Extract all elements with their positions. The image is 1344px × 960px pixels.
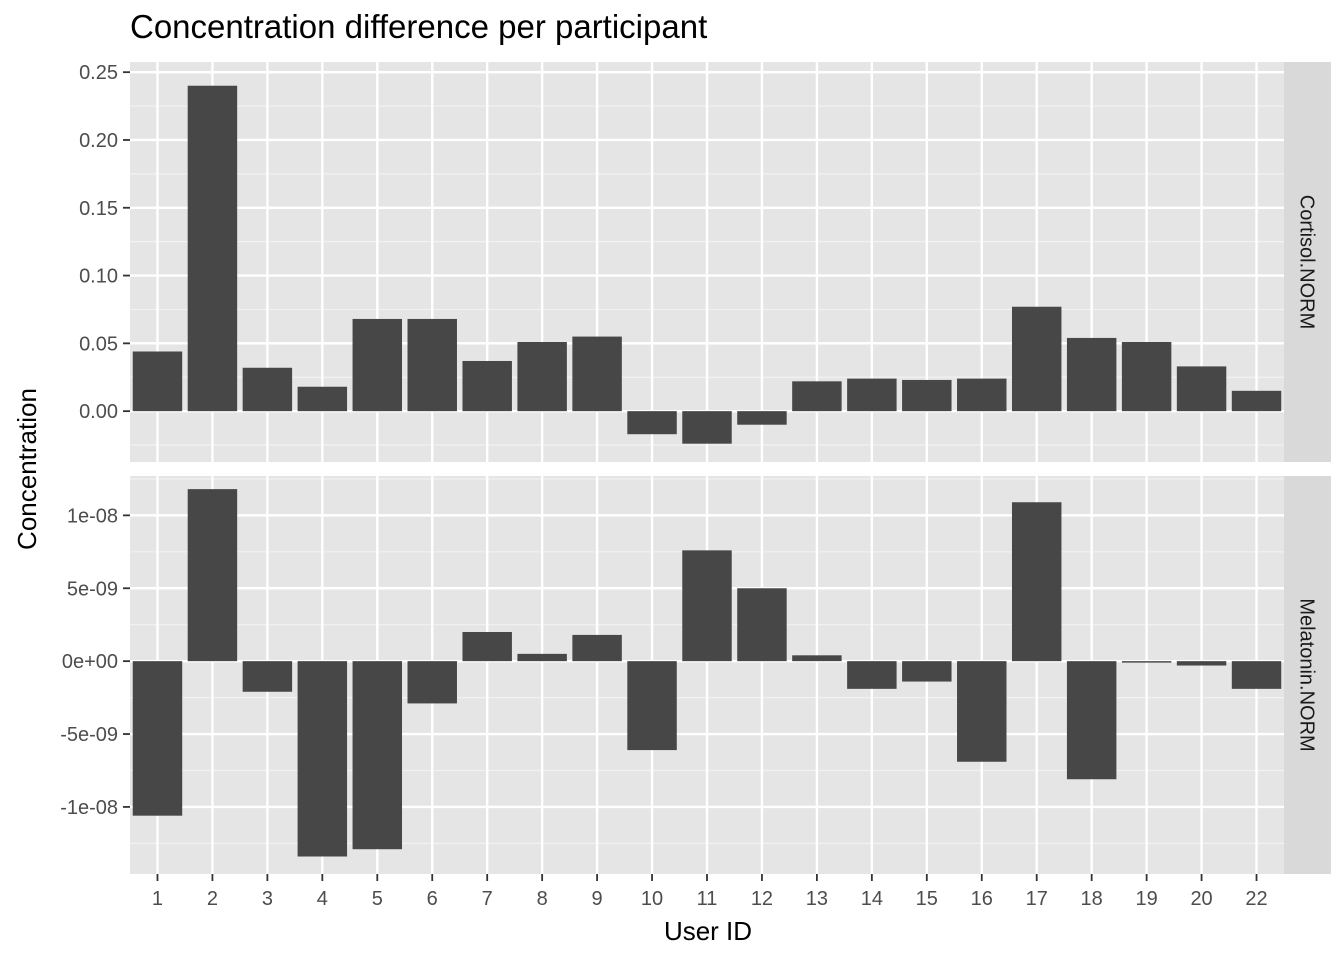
bar-user-10 (627, 411, 677, 435)
bar-user-6 (407, 661, 457, 704)
x-axis-title: User ID (664, 916, 752, 946)
bar-user-14 (847, 378, 897, 412)
bar-user-9 (572, 336, 622, 412)
bar-user-15 (902, 661, 952, 682)
y-tick-label: 0.15 (79, 198, 118, 220)
bar-user-8 (517, 653, 567, 662)
bar-user-19 (1121, 661, 1172, 663)
bar-user-4 (297, 386, 348, 412)
x-tick-label: 11 (697, 888, 718, 910)
bar-user-12 (737, 588, 787, 662)
bar-user-5 (352, 661, 403, 850)
bar-user-11 (682, 550, 732, 662)
x-tick-label: 13 (806, 888, 828, 910)
bar-user-2 (187, 489, 238, 662)
chart-title: Concentration difference per participant (130, 8, 707, 45)
bar-user-3 (242, 661, 293, 692)
x-tick-label: 19 (1135, 888, 1157, 910)
y-tick-label: -1e-08 (60, 797, 118, 819)
y-tick-label: 1e-08 (67, 505, 118, 527)
bar-user-17 (1011, 306, 1062, 412)
facet-panel-1: 0.00 0.05 0.10 0.15 0.20 0.25 Cortisol.NORM (79, 62, 1331, 462)
y-tick-label: 0.10 (79, 266, 118, 288)
x-axis: 1 2 3 4 5 6 7 8 9 10 11 12 13 14 15 16 17 18 19 20 22 (152, 874, 1268, 910)
x-tick-label: 8 (537, 888, 548, 910)
y-tick-label: 5e-09 (67, 578, 118, 600)
bar-user-13 (792, 655, 842, 662)
bar-user-14 (847, 661, 897, 689)
y-tick-label: 0.05 (79, 333, 118, 355)
bar-user-18 (1066, 337, 1117, 412)
x-tick-label: 22 (1245, 888, 1267, 910)
x-tick-label: 12 (751, 888, 773, 910)
facet-strip (1284, 62, 1331, 462)
bar-user-6 (407, 318, 457, 412)
bar-user-17 (1011, 502, 1062, 662)
bar-user-5 (352, 318, 403, 412)
x-tick-label: 4 (317, 888, 328, 910)
x-tick-label: 2 (207, 888, 218, 910)
bar-user-4 (297, 661, 348, 857)
bar-user-1 (132, 351, 183, 412)
facet-strip (1284, 476, 1331, 874)
bar-user-11 (682, 411, 732, 444)
bar-user-20 (1176, 661, 1227, 666)
bar-user-2 (187, 85, 238, 412)
x-tick-label: 18 (1081, 888, 1103, 910)
y-tick-label: 0.20 (79, 130, 118, 152)
x-tick-label: 6 (427, 888, 438, 910)
x-tick-label: 17 (1026, 888, 1048, 910)
bar-user-16 (957, 378, 1007, 412)
y-tick-label: 0.00 (79, 401, 118, 423)
x-tick-label: 15 (916, 888, 938, 910)
bar-user-13 (792, 381, 842, 412)
bar-user-22 (1231, 390, 1282, 412)
x-tick-label: 9 (592, 888, 603, 910)
bar-user-8 (517, 342, 567, 412)
bar-user-18 (1066, 661, 1117, 780)
bar-user-9 (572, 634, 622, 662)
bar-user-7 (462, 360, 512, 412)
bar-user-3 (242, 367, 293, 412)
x-tick-label: 10 (641, 888, 663, 910)
y-axis-title: Concentration (12, 388, 42, 550)
bar-user-22 (1231, 661, 1282, 689)
y-tick-label: 0e+00 (62, 651, 118, 673)
bar-user-1 (132, 661, 183, 816)
bar-user-10 (627, 661, 677, 751)
y-tick-label: -5e-09 (60, 724, 118, 746)
x-tick-label: 7 (482, 888, 493, 910)
bar-user-16 (957, 661, 1007, 762)
facet-panels: 0.00 0.05 0.10 0.15 0.20 0.25 Cortisol.NORM -1e… (60, 62, 1331, 910)
facet-panel-2: -1e-08 -5e-09 0e+00 5e-09 1e-08 Melatonin.NOR… (60, 476, 1331, 874)
x-tick-label: 16 (971, 888, 993, 910)
x-tick-label: 20 (1190, 888, 1212, 910)
bar-user-19 (1121, 342, 1172, 412)
x-tick-label: 3 (262, 888, 273, 910)
x-tick-label: 14 (861, 888, 883, 910)
x-tick-label: 5 (372, 888, 383, 910)
bar-user-7 (462, 631, 512, 662)
y-tick-label: 0.25 (79, 62, 118, 84)
bar-user-12 (737, 411, 787, 425)
bar-user-15 (902, 379, 952, 412)
facet-strip-label: Cortisol.NORM (1296, 195, 1318, 329)
bar-user-20 (1176, 366, 1227, 412)
x-tick-label: 1 (152, 888, 163, 910)
facet-strip-label: Melatonin.NORM (1296, 598, 1318, 751)
